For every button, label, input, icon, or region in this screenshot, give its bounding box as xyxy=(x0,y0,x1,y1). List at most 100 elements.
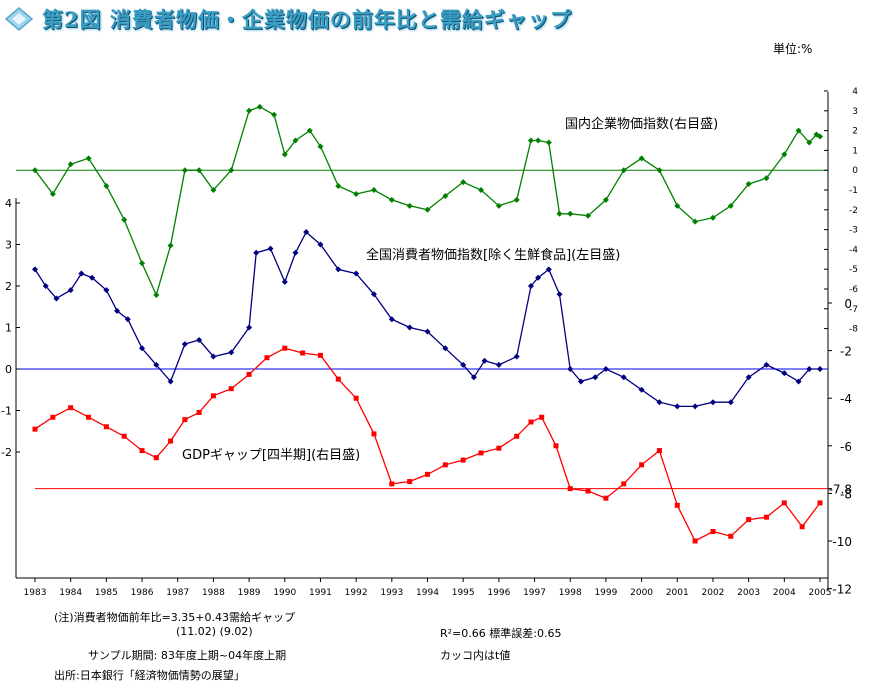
x-tick-label: 2000 xyxy=(630,588,653,598)
data-point xyxy=(168,438,174,444)
data-point xyxy=(460,179,467,186)
data-point xyxy=(306,127,313,134)
data-point xyxy=(795,378,802,385)
data-point xyxy=(539,414,545,420)
data-point xyxy=(495,361,502,368)
data-point xyxy=(406,202,413,209)
data-point xyxy=(210,393,216,399)
data-point xyxy=(196,336,203,343)
data-point xyxy=(674,403,681,410)
data-point xyxy=(746,517,752,523)
cgpi-axis-label: 2 xyxy=(852,127,858,137)
x-tick-label: 2005 xyxy=(809,588,832,598)
data-point xyxy=(567,486,573,492)
data-point xyxy=(513,353,520,360)
data-point xyxy=(246,107,253,114)
note-formula: (注)消費者物価前年比=3.35+0.43需給ギャップ xyxy=(54,611,295,624)
data-point xyxy=(317,143,324,150)
chart: 1983 1984 1985 1986 1987 1988 1989 1990 1991 1992… xyxy=(1,87,858,598)
data-point xyxy=(228,386,234,392)
data-point xyxy=(638,155,645,162)
data-point xyxy=(67,287,74,294)
data-point xyxy=(153,291,160,298)
data-point xyxy=(513,196,520,203)
x-tick-label: 1983 xyxy=(24,588,47,598)
cgpi-axis-label: 4 xyxy=(852,87,858,97)
data-point xyxy=(528,419,534,425)
series-line xyxy=(34,231,820,408)
cgpi-axis-label: 0 xyxy=(852,166,858,176)
left-axis-label: 4 xyxy=(5,197,12,210)
data-point xyxy=(139,260,146,267)
data-point xyxy=(478,187,485,193)
x-tick-label: 2003 xyxy=(737,588,760,598)
data-point xyxy=(53,295,60,302)
data-point xyxy=(545,139,552,146)
x-tick-label: 1988 xyxy=(202,588,225,598)
data-point xyxy=(264,355,270,361)
gap-axis-label: -10 xyxy=(832,535,852,549)
left-axis-label: -2 xyxy=(1,446,12,459)
data-point xyxy=(656,399,663,406)
page-title: 第2図 消費者物価・企業物価の前年比と需給ギャップ xyxy=(42,7,572,32)
data-point xyxy=(228,349,235,356)
data-point xyxy=(745,374,752,381)
data-point xyxy=(656,167,663,174)
data-point xyxy=(335,183,342,190)
x-tick-label: 2004 xyxy=(773,588,796,598)
data-point xyxy=(602,366,609,372)
gap-axis-label: -4 xyxy=(840,392,852,406)
data-point xyxy=(370,187,377,193)
left-axis-label: 1 xyxy=(5,322,12,335)
data-point xyxy=(42,283,49,289)
x-tick-label: 1995 xyxy=(452,588,475,598)
data-point xyxy=(527,137,534,144)
data-point xyxy=(353,395,359,401)
x-tick-label: 1999 xyxy=(594,588,617,598)
data-point xyxy=(620,374,627,381)
data-point xyxy=(181,341,188,348)
data-point xyxy=(710,528,716,534)
data-point xyxy=(481,357,488,364)
x-tick-label: 1994 xyxy=(416,588,439,598)
data-point xyxy=(85,155,92,162)
left-axis-label: -1 xyxy=(1,405,12,418)
note-sample: サンプル期間: 83年度上期~04年度上期 xyxy=(88,649,287,662)
left-axis-label: 3 xyxy=(5,239,12,252)
data-point xyxy=(86,414,92,420)
series-label: 全国消費者物価指数[除く生鮮食品](左目盛) xyxy=(366,247,620,263)
data-point xyxy=(353,270,360,277)
gap-axis-label: -12 xyxy=(832,583,852,597)
data-point xyxy=(795,127,802,134)
data-point xyxy=(246,324,253,331)
gap-axis-label: -7.8 xyxy=(829,483,852,497)
gap-axis-label: -6 xyxy=(840,440,852,454)
data-point xyxy=(210,353,217,360)
data-point xyxy=(78,270,85,277)
data-point xyxy=(514,433,520,439)
data-point xyxy=(388,196,395,203)
data-point xyxy=(114,307,121,314)
x-tick-label: 1996 xyxy=(487,588,510,598)
cgpi-axis-label: -3 xyxy=(849,226,858,236)
x-tick-label: 1997 xyxy=(523,588,546,598)
data-point xyxy=(460,361,467,368)
data-point xyxy=(282,345,288,351)
data-point xyxy=(585,488,591,494)
data-point xyxy=(763,361,770,368)
data-point xyxy=(817,366,823,372)
cgpi-axis-label: -6 xyxy=(849,285,858,295)
data-point xyxy=(425,471,430,477)
data-point xyxy=(603,495,609,501)
data-point xyxy=(692,403,699,410)
data-point xyxy=(103,287,110,294)
data-point xyxy=(638,386,645,393)
x-tick-label: 1991 xyxy=(309,588,332,598)
data-point xyxy=(496,445,502,451)
data-point xyxy=(167,242,174,249)
data-point xyxy=(639,462,645,468)
data-point xyxy=(470,374,477,381)
note-tvalue: カッコ内はt値 xyxy=(440,649,511,662)
data-point xyxy=(267,245,274,252)
cgpi-axis-label: -5 xyxy=(849,265,858,275)
